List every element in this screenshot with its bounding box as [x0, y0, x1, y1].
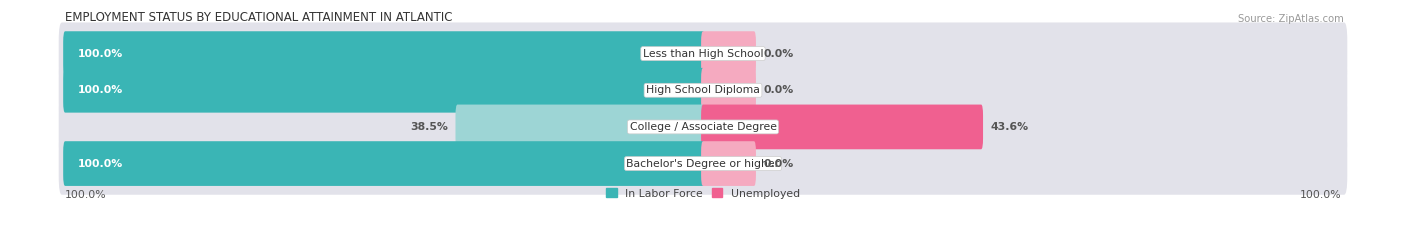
Text: 100.0%: 100.0% [77, 85, 124, 95]
Text: 38.5%: 38.5% [411, 122, 449, 132]
FancyBboxPatch shape [702, 68, 756, 113]
Text: College / Associate Degree: College / Associate Degree [630, 122, 776, 132]
FancyBboxPatch shape [59, 132, 1347, 195]
Legend: In Labor Force, Unemployed: In Labor Force, Unemployed [606, 188, 800, 199]
FancyBboxPatch shape [702, 105, 983, 149]
Text: 0.0%: 0.0% [763, 159, 794, 168]
FancyBboxPatch shape [63, 141, 704, 186]
Text: High School Diploma: High School Diploma [647, 85, 759, 95]
FancyBboxPatch shape [59, 96, 1347, 158]
FancyBboxPatch shape [456, 105, 704, 149]
Text: Less than High School: Less than High School [643, 49, 763, 59]
FancyBboxPatch shape [702, 31, 756, 76]
Text: 100.0%: 100.0% [77, 159, 124, 168]
FancyBboxPatch shape [702, 141, 756, 186]
FancyBboxPatch shape [59, 59, 1347, 121]
Text: 0.0%: 0.0% [763, 85, 794, 95]
Text: EMPLOYMENT STATUS BY EDUCATIONAL ATTAINMENT IN ATLANTIC: EMPLOYMENT STATUS BY EDUCATIONAL ATTAINM… [65, 10, 453, 24]
Text: Source: ZipAtlas.com: Source: ZipAtlas.com [1239, 14, 1344, 24]
Text: 100.0%: 100.0% [65, 190, 107, 200]
Text: 100.0%: 100.0% [1299, 190, 1341, 200]
Text: 43.6%: 43.6% [991, 122, 1029, 132]
FancyBboxPatch shape [63, 31, 704, 76]
Text: Bachelor's Degree or higher: Bachelor's Degree or higher [627, 159, 779, 168]
FancyBboxPatch shape [59, 22, 1347, 85]
FancyBboxPatch shape [63, 68, 704, 113]
Text: 0.0%: 0.0% [763, 49, 794, 59]
Text: 100.0%: 100.0% [77, 49, 124, 59]
